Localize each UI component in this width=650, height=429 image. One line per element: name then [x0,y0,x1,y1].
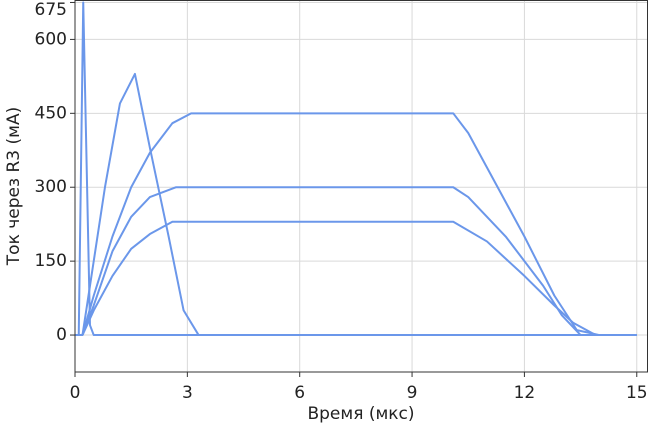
y-tick-label: 150 [35,251,67,271]
x-axis-label: Время (мкс) [307,404,414,424]
series-line [75,72,637,337]
x-tick-label: 3 [182,383,193,403]
x-tick-label: 6 [294,383,305,403]
lines [75,1,637,337]
x-tick-label: 0 [70,383,81,403]
y-tick-label: 0 [56,325,67,345]
plot-frame [74,0,648,373]
x-tick-label: 15 [626,383,648,403]
y-tick-label: 300 [35,177,67,197]
series-line [75,1,637,337]
x-tick-label: 9 [407,383,418,403]
grid [74,0,648,372]
series-line [81,220,637,337]
series-line [81,186,637,337]
x-tick-label: 12 [514,383,536,403]
y-tick-label: 675 [35,0,67,20]
y-tick-label: 600 [35,29,67,49]
y-axis-label: Ток через R3 (мА) [4,107,24,266]
y-tick-label: 450 [35,103,67,123]
